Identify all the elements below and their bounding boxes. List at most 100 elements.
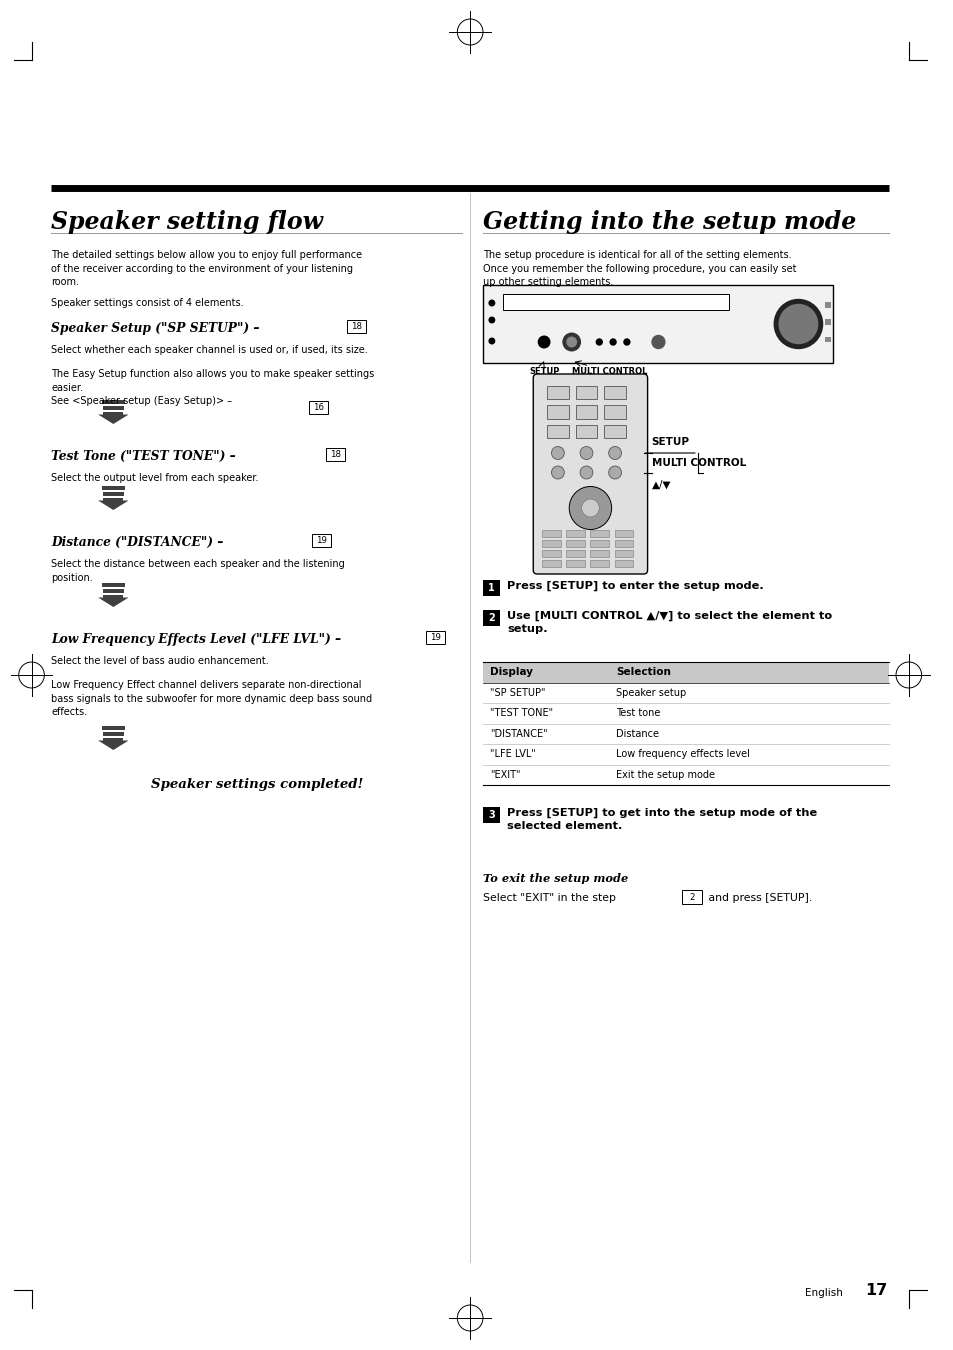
Bar: [823, 336, 831, 342]
Text: 17: 17: [864, 1282, 886, 1297]
Text: Speaker Setup ("SP SETUP") –: Speaker Setup ("SP SETUP") –: [51, 323, 259, 335]
Text: 19: 19: [315, 536, 327, 545]
Text: The detailed settings below allow you to enjoy full performance
of the receiver : The detailed settings below allow you to…: [51, 250, 362, 288]
Text: Low frequency effects level: Low frequency effects level: [616, 749, 749, 759]
Text: Speaker setting flow: Speaker setting flow: [51, 211, 323, 234]
Bar: [101, 486, 125, 490]
Bar: [546, 386, 568, 400]
Circle shape: [579, 466, 592, 479]
Text: SETUP: SETUP: [651, 437, 689, 447]
Text: Low Frequency Effects Level ("LFE LVL") –: Low Frequency Effects Level ("LFE LVL") …: [51, 633, 341, 647]
Bar: [566, 540, 584, 547]
Circle shape: [581, 500, 598, 517]
Bar: [482, 610, 499, 625]
Text: 3: 3: [488, 810, 495, 819]
Circle shape: [608, 466, 620, 479]
Bar: [614, 531, 633, 536]
Bar: [823, 302, 831, 308]
Polygon shape: [98, 501, 129, 510]
Bar: [101, 400, 125, 404]
Text: 18: 18: [330, 450, 340, 459]
Text: Test tone: Test tone: [616, 709, 659, 718]
Bar: [575, 386, 597, 400]
Circle shape: [579, 447, 592, 459]
Text: 19: 19: [430, 633, 440, 643]
Bar: [590, 540, 609, 547]
Circle shape: [551, 447, 564, 459]
Bar: [312, 533, 331, 547]
Bar: [603, 386, 625, 400]
Text: To exit the setup mode: To exit the setup mode: [482, 873, 628, 884]
Text: Exit the setup mode: Exit the setup mode: [616, 769, 715, 780]
Polygon shape: [98, 414, 129, 424]
Circle shape: [774, 300, 821, 348]
Bar: [614, 560, 633, 567]
Bar: [590, 549, 609, 556]
Text: "EXIT": "EXIT": [490, 769, 519, 780]
Text: "TEST TONE": "TEST TONE": [490, 709, 553, 718]
Bar: [546, 405, 568, 418]
Bar: [614, 540, 633, 547]
Text: and press [SETUP].: and press [SETUP].: [704, 892, 811, 903]
Text: The Easy Setup function also allows you to make speaker settings
easier.
See <Sp: The Easy Setup function also allows you …: [51, 369, 375, 406]
Text: Distance ("DISTANCE") –: Distance ("DISTANCE") –: [51, 536, 223, 549]
Text: Getting into the setup mode: Getting into the setup mode: [482, 211, 856, 234]
Bar: [546, 425, 568, 437]
Circle shape: [610, 339, 616, 346]
Bar: [566, 549, 584, 556]
Text: English: English: [804, 1288, 841, 1297]
Text: Select the distance between each speaker and the listening
position.: Select the distance between each speaker…: [51, 559, 345, 583]
Text: 1: 1: [488, 583, 495, 593]
Circle shape: [537, 336, 550, 348]
Text: Press [SETUP] to enter the setup mode.: Press [SETUP] to enter the setup mode.: [507, 580, 763, 591]
Text: Press [SETUP] to get into the setup mode of the
selected element.: Press [SETUP] to get into the setup mode…: [507, 809, 817, 832]
Bar: [101, 726, 125, 730]
Bar: [309, 401, 328, 414]
Bar: [590, 560, 609, 567]
Text: SETUP: SETUP: [528, 367, 558, 377]
Bar: [681, 890, 700, 903]
Text: 16: 16: [313, 404, 323, 412]
Bar: [482, 662, 888, 683]
Text: Speaker settings completed!: Speaker settings completed!: [151, 778, 362, 791]
Bar: [541, 549, 560, 556]
Text: Display: Display: [490, 667, 533, 678]
Bar: [102, 732, 124, 736]
Bar: [566, 531, 584, 536]
Text: MULTI CONTROL: MULTI CONTROL: [651, 459, 745, 468]
Text: Select "EXIT" in the step: Select "EXIT" in the step: [482, 892, 616, 903]
Text: Use [MULTI CONTROL ▲/▼] to select the element to
setup.: Use [MULTI CONTROL ▲/▼] to select the el…: [507, 612, 831, 634]
Bar: [102, 406, 124, 410]
Text: Distance: Distance: [616, 729, 659, 738]
Bar: [541, 540, 560, 547]
Polygon shape: [98, 741, 129, 751]
Bar: [102, 491, 124, 497]
Text: 2: 2: [488, 613, 495, 622]
Circle shape: [489, 339, 494, 344]
Bar: [103, 595, 123, 599]
Bar: [614, 549, 633, 556]
Bar: [541, 531, 560, 536]
Polygon shape: [98, 598, 129, 608]
Text: ▲/▼: ▲/▼: [651, 479, 670, 490]
Text: MULTI CONTROL: MULTI CONTROL: [571, 367, 646, 377]
Circle shape: [551, 466, 564, 479]
Bar: [325, 448, 344, 462]
Text: Selection: Selection: [616, 667, 670, 678]
Bar: [347, 320, 366, 333]
Bar: [101, 583, 125, 587]
Text: Test Tone ("TEST TONE") –: Test Tone ("TEST TONE") –: [51, 450, 235, 463]
Text: Low Frequency Effect channel delivers separate non-directional
bass signals to t: Low Frequency Effect channel delivers se…: [51, 680, 372, 717]
Bar: [482, 285, 832, 363]
Bar: [823, 320, 831, 324]
Circle shape: [779, 305, 817, 343]
Bar: [103, 738, 123, 742]
Text: 2: 2: [688, 892, 694, 902]
Bar: [590, 531, 609, 536]
Circle shape: [651, 336, 664, 348]
Circle shape: [596, 339, 601, 346]
Bar: [603, 405, 625, 418]
Bar: [566, 560, 584, 567]
Bar: [103, 412, 123, 416]
Bar: [603, 425, 625, 437]
